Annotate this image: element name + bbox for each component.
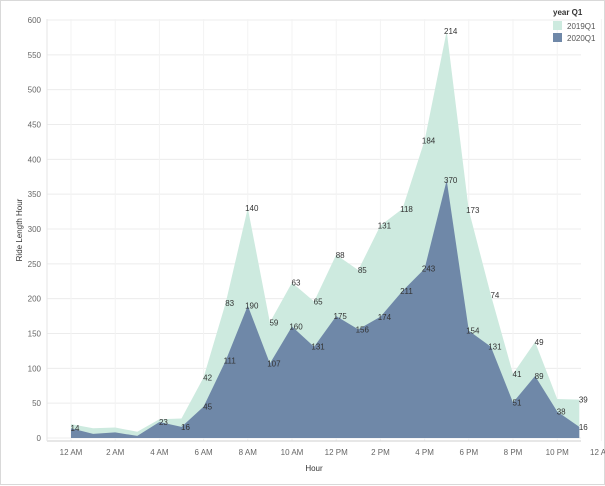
data-label-2020q1: 175 xyxy=(334,312,348,321)
data-label-2019q1: 85 xyxy=(358,266,367,275)
data-label-2020q1: 16 xyxy=(579,423,588,432)
x-tick-label: 10 AM xyxy=(281,448,304,457)
data-label-2019q1: 65 xyxy=(314,297,323,306)
y-tick-label: 150 xyxy=(28,330,42,339)
data-label-2019q1: 118 xyxy=(400,205,413,214)
legend-title: year Q1 xyxy=(553,8,583,17)
data-label-2020q1: 111 xyxy=(224,357,237,366)
data-label-2019q1: 140 xyxy=(245,204,259,213)
data-label-2019q1: 49 xyxy=(535,338,544,347)
legend-items: 2019Q1 2020Q1 xyxy=(553,21,596,43)
data-label-2020q1: 107 xyxy=(267,359,281,368)
data-label-2020q1: 38 xyxy=(557,408,566,417)
y-tick-labels: 0 50 100 150 200 250 300 350 400 450 500 550 600 xyxy=(28,16,42,443)
data-label-2020q1: 45 xyxy=(203,403,212,412)
data-label-2020q1: 160 xyxy=(289,323,303,332)
legend-swatch[interactable] xyxy=(553,21,562,30)
data-label-2019q1: 39 xyxy=(579,396,588,405)
data-label-2020q1: 370 xyxy=(444,176,458,185)
y-tick-label: 500 xyxy=(28,86,42,95)
data-label-2019q1: 41 xyxy=(513,370,522,379)
data-labels: 14 23 16 45 111 190 107 160 131 175 156 174 211 243 37… xyxy=(71,27,589,433)
data-label-2019q1: 63 xyxy=(292,279,301,288)
x-tick-label: 2 AM xyxy=(106,448,125,457)
data-label-2020q1: 174 xyxy=(378,313,392,322)
y-tick-label: 0 xyxy=(37,434,42,443)
y-tick-label: 350 xyxy=(28,190,42,199)
data-label-2020q1: 23 xyxy=(159,418,168,427)
x-tick-label: 4 PM xyxy=(415,448,434,457)
x-tick-label: 8 AM xyxy=(239,448,258,457)
y-tick-label: 400 xyxy=(28,155,42,164)
y-tick-label: 450 xyxy=(28,121,42,130)
data-label-2020q1: 14 xyxy=(71,424,80,433)
x-tick-label: 6 PM xyxy=(459,448,478,457)
area-2020q1[interactable] xyxy=(71,180,580,438)
data-label-2019q1: 59 xyxy=(269,318,278,327)
data-label-2019q1: 173 xyxy=(466,206,480,215)
legend-label[interactable]: 2020Q1 xyxy=(567,34,596,43)
data-label-2020q1: 156 xyxy=(356,325,370,334)
data-label-2020q1: 51 xyxy=(513,398,522,407)
data-label-2020q1: 154 xyxy=(466,327,480,336)
x-tick-label: 10 PM xyxy=(546,448,569,457)
data-label-2020q1: 16 xyxy=(181,423,190,432)
data-label-2019q1: 214 xyxy=(444,27,458,36)
axes xyxy=(46,19,581,442)
y-tick-label: 100 xyxy=(28,364,42,373)
data-label-2019q1: 131 xyxy=(378,222,392,231)
y-tick-label: 600 xyxy=(28,16,42,25)
data-label-2019q1: 88 xyxy=(336,251,345,260)
x-tick-label: 4 AM xyxy=(150,448,169,457)
data-label-2019q1: 42 xyxy=(203,373,212,382)
x-tick-labels: 12 AM 2 AM 4 AM 6 AM 8 AM 10 AM 12 PM 2 PM 4 PM 6… xyxy=(60,448,605,457)
data-label-2020q1: 190 xyxy=(245,302,259,311)
y-tick-label: 50 xyxy=(32,399,41,408)
y-tick-label: 550 xyxy=(28,51,42,60)
data-label-2020q1: 89 xyxy=(535,372,544,381)
data-label-2019q1: 184 xyxy=(422,137,436,146)
y-axis-title: Ride Length Hour xyxy=(15,198,24,261)
data-label-2020q1: 131 xyxy=(311,343,325,352)
data-label-2020q1: 131 xyxy=(488,343,502,352)
x-tick-label: 6 AM xyxy=(194,448,213,457)
data-label-2019q1: 74 xyxy=(490,291,499,300)
area-series-layer xyxy=(71,31,580,438)
data-label-2019q1: 83 xyxy=(225,299,234,308)
x-tick-label: 12 AM xyxy=(60,448,83,457)
y-tick-label: 250 xyxy=(28,260,42,269)
legend-label[interactable]: 2019Q1 xyxy=(567,22,596,31)
x-tick-label: 12 AM xyxy=(590,448,605,457)
x-tick-label: 8 PM xyxy=(504,448,523,457)
x-tick-label: 12 PM xyxy=(325,448,348,457)
legend-swatch[interactable] xyxy=(553,33,562,42)
x-tick-label: 2 PM xyxy=(371,448,390,457)
data-label-2020q1: 243 xyxy=(422,265,436,274)
y-tick-label: 300 xyxy=(28,225,42,234)
legend[interactable]: year Q1 2019Q1 2020Q1 xyxy=(553,8,596,43)
y-tick-label: 200 xyxy=(28,295,42,304)
data-label-2020q1: 211 xyxy=(400,287,413,296)
x-axis-title: Hour xyxy=(305,464,323,473)
